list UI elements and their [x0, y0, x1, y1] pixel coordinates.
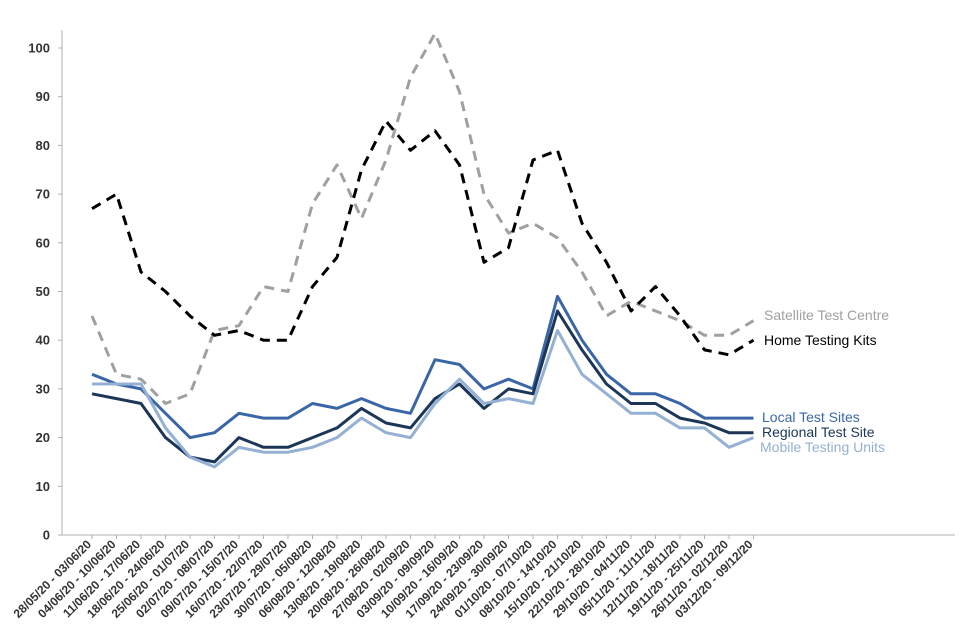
- series-line-regional-test-site: [91, 309, 754, 464]
- series-label-local-test-sites: Local Test Sites: [762, 409, 860, 425]
- series-line-home-testing-kits: [91, 119, 755, 357]
- y-tick-label: 50: [36, 284, 50, 299]
- series-label-regional-test-site: Regional Test Site: [762, 424, 875, 440]
- y-tick-label: 60: [36, 235, 50, 250]
- series-line-mobile-testing-units: [92, 329, 755, 469]
- y-tick-label: 40: [36, 333, 50, 348]
- series-labels: Satellite Test Centre Home Testing Kits Lo…: [760, 307, 889, 455]
- series-label-home-testing-kits: Home Testing Kits: [764, 332, 877, 348]
- y-tick-label: 90: [36, 89, 50, 104]
- y-tick-label: 20: [36, 430, 50, 445]
- series-label-satellite-test-centre: Satellite Test Centre: [764, 307, 889, 323]
- y-tick-label: 80: [36, 138, 50, 153]
- series-line-satellite-test-centre: [90, 31, 755, 405]
- y-tick-label: 0: [43, 528, 50, 543]
- series-label-mobile-testing-units: Mobile Testing Units: [760, 439, 885, 455]
- y-axis-ticks: 0 10 20 30 40 50 60 70 80 90 100: [28, 41, 62, 543]
- y-tick-label: 100: [28, 41, 50, 56]
- series-line-local-test-sites: [91, 294, 754, 440]
- y-tick-label: 30: [36, 381, 50, 396]
- y-tick-label: 10: [36, 479, 50, 494]
- series-lines: [90, 31, 755, 469]
- y-tick-label: 70: [36, 187, 50, 202]
